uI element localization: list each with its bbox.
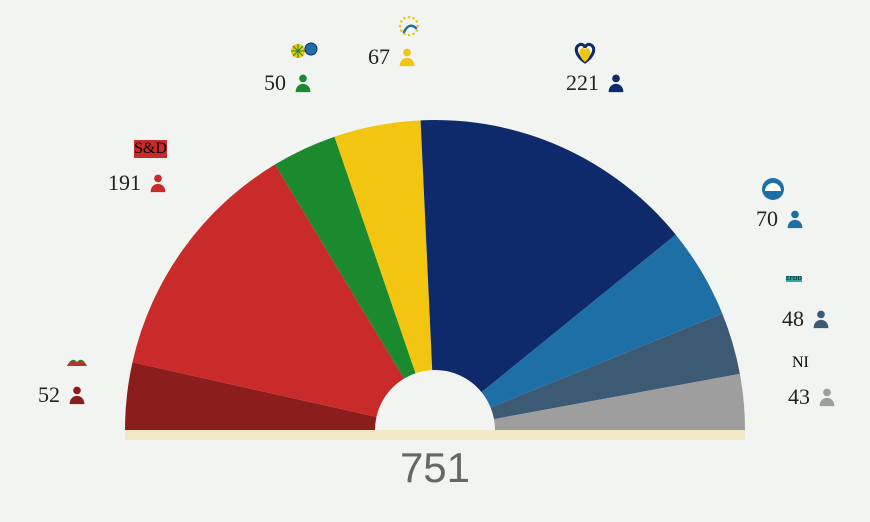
label-ni: 43 bbox=[788, 384, 838, 410]
label-value-ecr: 70 bbox=[756, 206, 778, 232]
label-ecr: 70 bbox=[756, 206, 806, 232]
person-icon bbox=[292, 72, 314, 94]
person-icon bbox=[810, 308, 832, 330]
label-sd: 191 bbox=[108, 170, 169, 196]
parliament-hemicycle-chart: 751 52 191 S&D 50 67 221 70 ECR 48 EFDD 43 NI bbox=[0, 0, 870, 522]
party-badge-epp bbox=[570, 40, 600, 71]
label-value-gue-ngl: 52 bbox=[38, 382, 60, 408]
label-value-ni: 43 bbox=[788, 384, 810, 410]
label-value-sd: 191 bbox=[108, 170, 141, 196]
party-badge-gue-ngl bbox=[64, 352, 90, 377]
person-icon bbox=[784, 208, 806, 230]
person-icon bbox=[816, 386, 838, 408]
person-icon bbox=[147, 172, 169, 194]
party-badge-greens-efa bbox=[290, 40, 320, 67]
label-efdd: 48 bbox=[782, 306, 832, 332]
party-badge-sd: S&D bbox=[134, 140, 167, 158]
party-badge-ni: NI bbox=[792, 354, 809, 372]
label-value-epp: 221 bbox=[566, 70, 599, 96]
label-gue-ngl: 52 bbox=[38, 382, 88, 408]
party-badge-efdd: EFDD bbox=[786, 276, 802, 282]
total-seats: 751 bbox=[0, 444, 870, 492]
person-icon bbox=[605, 72, 627, 94]
person-icon bbox=[396, 46, 418, 68]
label-value-efdd: 48 bbox=[782, 306, 804, 332]
label-greens-efa: 50 bbox=[264, 70, 314, 96]
party-badge-alde bbox=[394, 14, 424, 43]
party-badge-ecr: ECR bbox=[760, 176, 786, 207]
label-value-alde: 67 bbox=[368, 44, 390, 70]
person-icon bbox=[66, 384, 88, 406]
label-epp: 221 bbox=[566, 70, 627, 96]
label-alde: 67 bbox=[368, 44, 418, 70]
svg-text:ECR: ECR bbox=[767, 192, 780, 198]
label-value-greens-efa: 50 bbox=[264, 70, 286, 96]
